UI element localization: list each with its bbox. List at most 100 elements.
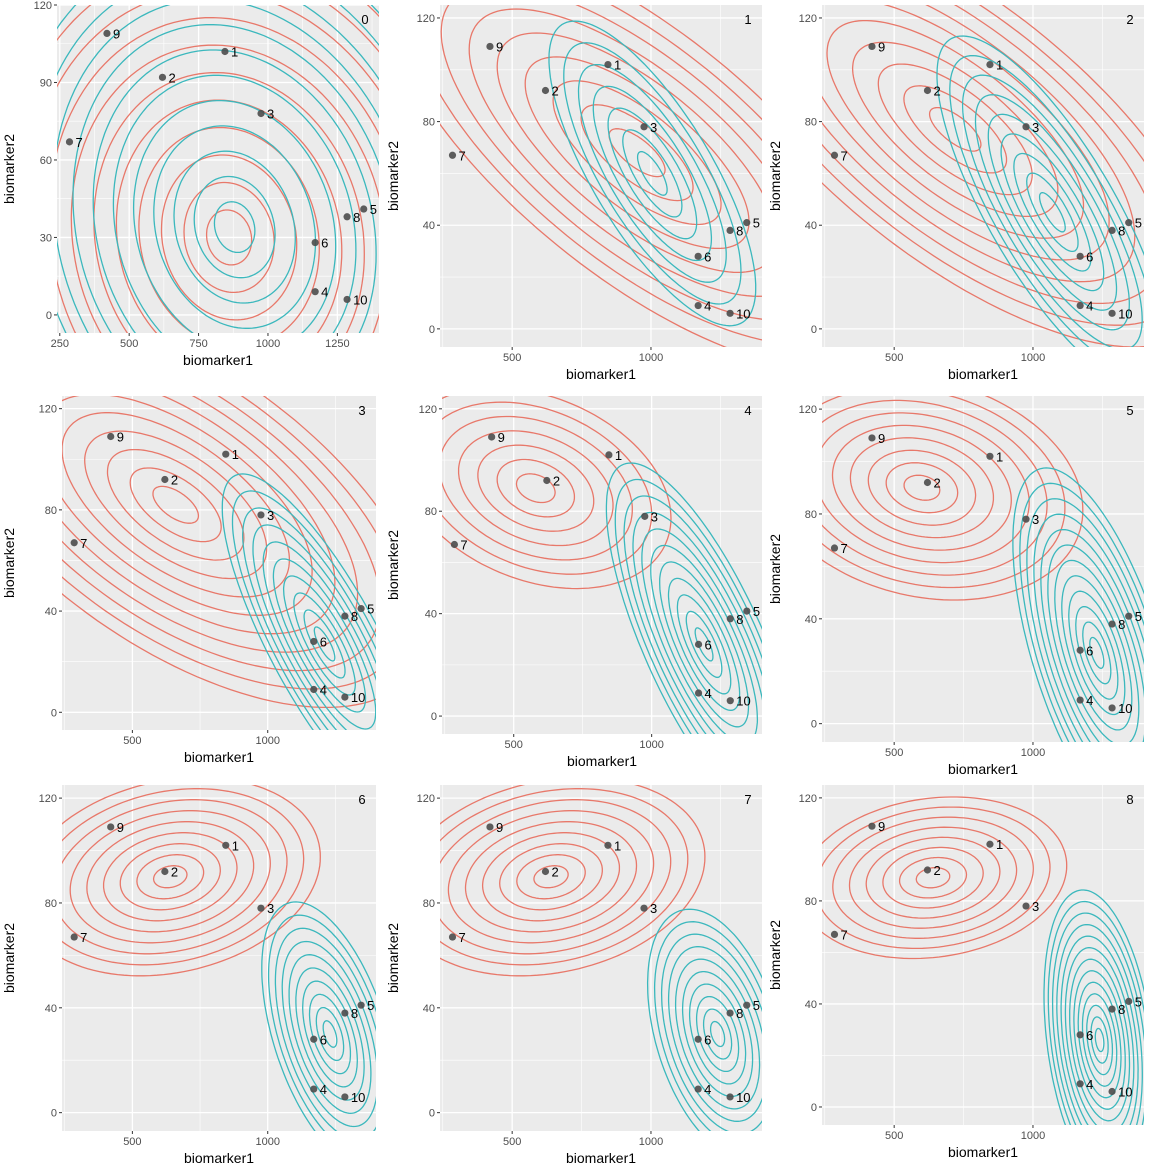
cluster-a-contour xyxy=(440,785,706,977)
y-tick-label: 40 xyxy=(45,606,57,618)
contours xyxy=(62,785,376,1131)
data-point xyxy=(1125,219,1133,227)
data-point xyxy=(694,1085,702,1093)
cluster-a-contour xyxy=(499,843,603,911)
y-axis-title: biomarker2 xyxy=(1,923,17,993)
point-label: 4 xyxy=(705,686,712,701)
cluster-a-contour xyxy=(69,810,271,944)
point-label: 10 xyxy=(736,1090,750,1105)
point-label: 7 xyxy=(458,148,465,163)
cluster-b-contour xyxy=(1000,133,1105,292)
data-point xyxy=(604,60,612,69)
y-tick-label: 120 xyxy=(39,793,57,805)
cluster-a-contour xyxy=(62,396,376,690)
point-label: 2 xyxy=(168,70,175,85)
data-point xyxy=(341,1093,349,1101)
data-point xyxy=(726,309,734,317)
chart-panel-1: 500 1000 0 40 80 120 1 2 3 4 5 6 7 8 9 10 1 biomarker1 bio… xyxy=(385,5,762,382)
point-label: 2 xyxy=(933,84,940,99)
data-point xyxy=(1108,1005,1116,1013)
x-tick-label: 500 xyxy=(885,352,903,364)
cluster-a-contour xyxy=(129,467,222,543)
x-axis-title: biomarker1 xyxy=(184,749,254,765)
cluster-b-contour xyxy=(1081,993,1118,1087)
cluster-a-contour xyxy=(851,41,1059,218)
y-tick-label: 0 xyxy=(51,707,57,719)
point-label: 5 xyxy=(1135,994,1142,1009)
point-label: 5 xyxy=(1135,216,1142,231)
x-axis-title: biomarker1 xyxy=(948,761,1018,777)
y-axis-title: biomarker2 xyxy=(385,530,401,600)
data-point xyxy=(310,685,318,694)
point-label: 7 xyxy=(840,927,847,942)
y-axis-title: biomarker2 xyxy=(1,528,17,598)
cluster-b-contour xyxy=(261,901,376,1131)
cluster-b-contour xyxy=(1090,1016,1109,1064)
point-label: 9 xyxy=(117,429,124,444)
contours xyxy=(440,5,762,347)
cluster-b-contour xyxy=(685,610,723,679)
x-tick-label: 500 xyxy=(505,739,523,751)
point-label: 4 xyxy=(320,683,327,698)
cluster-b-contour xyxy=(288,954,372,1114)
contours xyxy=(822,396,1144,742)
data-point xyxy=(694,689,703,697)
data-point xyxy=(541,867,550,876)
cluster-a-contour xyxy=(898,856,968,899)
cluster-a-contour xyxy=(62,396,313,616)
data-point xyxy=(923,866,932,874)
cluster-b-contour xyxy=(667,946,762,1122)
point-label: 8 xyxy=(351,1006,358,1021)
data-point xyxy=(1022,515,1030,523)
panel-background xyxy=(442,396,762,734)
cluster-b-contour xyxy=(548,20,757,327)
x-tick-label: 500 xyxy=(120,338,138,350)
data-point xyxy=(923,86,932,95)
cluster-b-contour xyxy=(623,495,762,734)
data-point xyxy=(743,607,751,615)
cluster-a-contour xyxy=(119,843,221,911)
cluster-b-contour xyxy=(57,5,379,333)
data-point xyxy=(343,213,351,221)
point-label: 7 xyxy=(840,148,847,163)
y-tick-label: 120 xyxy=(417,13,435,25)
cluster-b-contour xyxy=(592,85,713,262)
cluster-a-contour xyxy=(885,462,959,514)
data-point xyxy=(640,904,648,912)
cluster-b-contour xyxy=(112,74,357,333)
cluster-a-contour xyxy=(915,866,951,889)
cluster-b-contour xyxy=(1068,590,1126,716)
y-tick-label: 120 xyxy=(419,404,437,416)
data-point xyxy=(868,822,876,830)
point-label: 3 xyxy=(650,901,657,916)
cluster-a-contour xyxy=(877,63,1033,196)
data-point xyxy=(726,1009,734,1017)
panel-label: 1 xyxy=(744,12,751,27)
point-label: 1 xyxy=(996,58,1003,73)
y-tick-label: 40 xyxy=(805,614,817,626)
cluster-a-contour xyxy=(822,806,1051,950)
cluster-b-contour xyxy=(57,5,379,46)
data-point xyxy=(726,697,734,705)
cluster-b-contour xyxy=(688,983,747,1085)
contours xyxy=(62,396,376,730)
contours xyxy=(442,396,762,734)
cluster-b-contour xyxy=(614,478,762,734)
point-label: 6 xyxy=(320,634,327,649)
cluster-a-contour xyxy=(106,448,245,561)
point-label: 2 xyxy=(553,474,560,489)
data-point xyxy=(641,512,649,520)
cluster-a-contour xyxy=(477,444,595,532)
x-tick-label: 1000 xyxy=(255,1136,279,1148)
cluster-b-contour xyxy=(1060,935,1139,1125)
chart-panel-3: 500 1000 0 40 80 120 1 2 3 4 5 6 7 8 9 10 3 biomarker1 bio… xyxy=(1,396,376,765)
cluster-a-contour xyxy=(115,99,343,333)
data-point xyxy=(1076,696,1084,704)
cluster-a-contour xyxy=(440,5,762,320)
point-label: 9 xyxy=(878,819,885,834)
data-point xyxy=(158,73,167,81)
y-tick-label: 0 xyxy=(429,324,435,336)
cluster-b-contour xyxy=(622,129,683,218)
point-label: 4 xyxy=(321,285,328,300)
point-label: 1 xyxy=(615,448,622,463)
